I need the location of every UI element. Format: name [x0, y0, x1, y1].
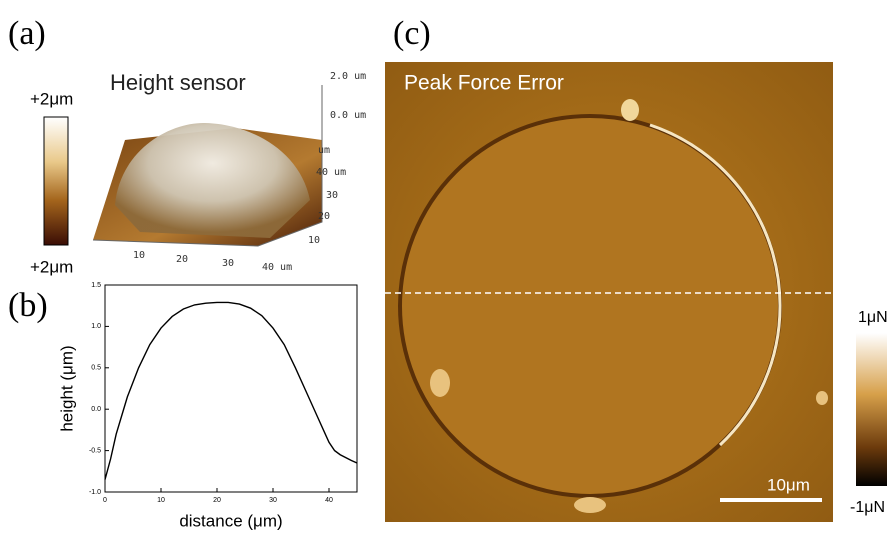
- x-tick-label: 10: [133, 250, 145, 261]
- droplet: [398, 114, 782, 498]
- z-tick-label: um: [318, 145, 330, 156]
- z-tick-label: 0.0 um: [330, 110, 366, 121]
- particle: [574, 497, 606, 513]
- y-tick-label: 1.5: [91, 282, 101, 289]
- x-axis-label: distance (μm): [179, 511, 282, 530]
- plot-frame: [104, 284, 358, 493]
- line-chart: -1.0 -0.5 0.0 0.5 1.0 1.5 0 10 20 30 40 distance (μ…: [57, 282, 358, 530]
- x-tick-label: 40: [325, 497, 333, 504]
- y-tick-label: 0.5: [91, 365, 101, 372]
- y-tick-label: 0.0: [91, 406, 101, 413]
- y-tick-label: 30: [326, 190, 338, 201]
- colorbar-label: +2μm: [30, 257, 73, 276]
- y-axis-label: height (μm): [57, 345, 76, 431]
- y-tick-label: 10: [308, 235, 320, 246]
- particle: [621, 99, 639, 121]
- x-tick-label: 10: [157, 497, 165, 504]
- colorbar: [43, 116, 69, 246]
- colorbar-label: -1μN: [850, 499, 885, 516]
- particle: [816, 391, 828, 405]
- scale-bar-label: 10μm: [767, 475, 810, 494]
- panel-title: Peak Force Error: [404, 72, 564, 95]
- x-tick-label: 20: [176, 254, 188, 265]
- x-tick-label: 30: [222, 258, 234, 269]
- x-tick-label: 0: [103, 497, 107, 504]
- y-tick-label: 20: [318, 211, 330, 222]
- panel-label: (b): [8, 287, 48, 324]
- colorbar: [856, 333, 887, 486]
- y-tick-label: -0.5: [89, 447, 101, 454]
- axis-line: [92, 85, 323, 247]
- panel-label: (a): [8, 15, 46, 52]
- colorbar-label: +2μm: [30, 89, 73, 108]
- colorbar-label: 1μN: [858, 309, 888, 326]
- panel-title: Height sensor: [110, 70, 246, 95]
- y-tick-label: 1.0: [91, 323, 101, 330]
- y-tick-label: 40 um: [316, 167, 346, 178]
- droplet-edge: [649, 123, 782, 447]
- x-tick-label: 30: [269, 497, 277, 504]
- x-tick-label: 40 um: [262, 262, 292, 273]
- z-tick-label: 2.0 um: [330, 71, 366, 82]
- data-line: [104, 301, 358, 480]
- surface: [115, 122, 310, 238]
- x-tick-label: 20: [213, 497, 221, 504]
- y-tick-label: -1.0: [89, 489, 101, 496]
- panel-label: (c): [393, 15, 431, 52]
- particle: [430, 369, 450, 397]
